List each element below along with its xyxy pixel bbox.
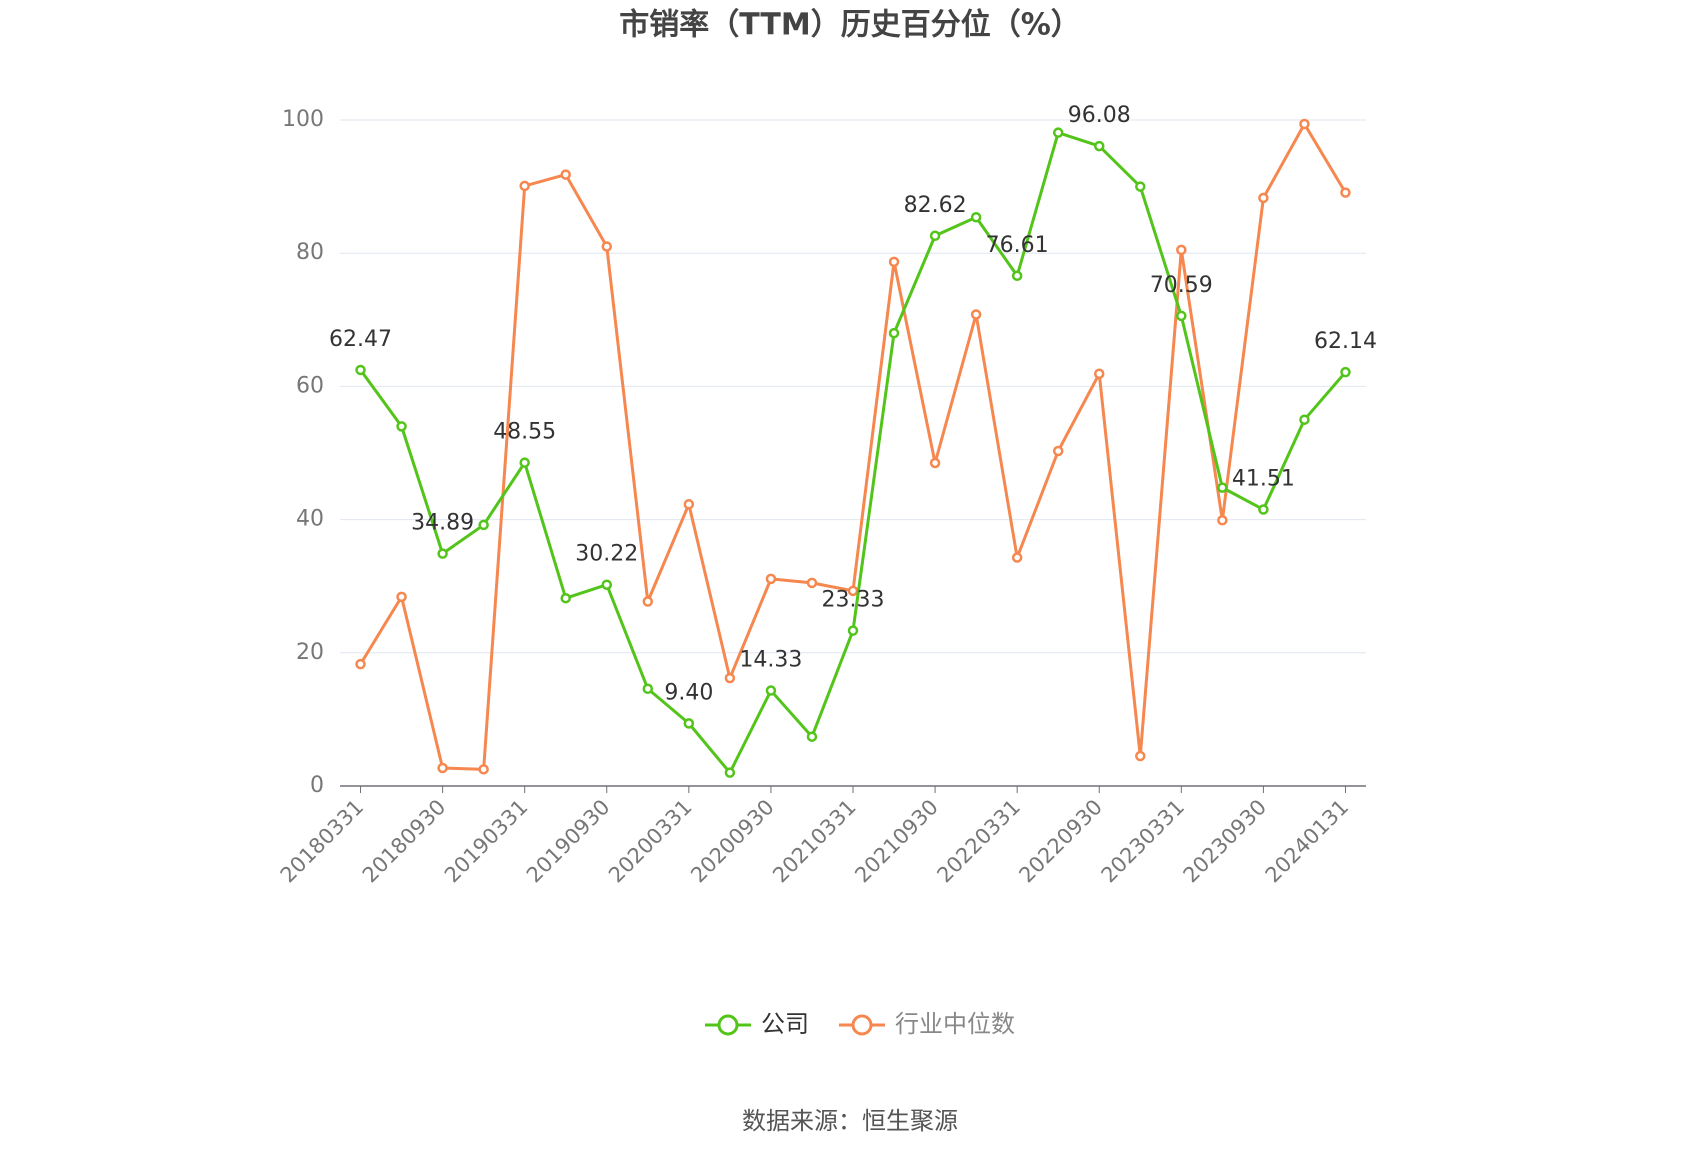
point [1258, 504, 1269, 515]
point [355, 658, 366, 670]
point [396, 591, 407, 603]
legend-label: 行业中位数 [895, 1010, 1015, 1038]
point [1093, 368, 1105, 379]
point [1135, 750, 1146, 762]
point [601, 579, 613, 590]
x-tick-label: 20220331 [932, 795, 1025, 888]
x-tick-label: 20210930 [850, 795, 943, 888]
x-tick-label: 20200930 [686, 795, 779, 888]
point [888, 256, 900, 268]
data-label: 62.14 [1314, 329, 1377, 354]
point [1176, 244, 1187, 256]
x-tick-label: 20180331 [276, 795, 369, 888]
series-line [359, 131, 1347, 775]
point [396, 421, 407, 432]
point [683, 499, 695, 510]
point [478, 519, 489, 531]
point [1217, 515, 1228, 526]
point [1093, 140, 1105, 152]
point [929, 457, 941, 469]
y-tick-label: 40 [296, 507, 324, 532]
data-label: 76.61 [986, 233, 1049, 258]
data-label: 34.89 [411, 511, 474, 536]
point [847, 625, 859, 636]
legend-marker [717, 1014, 739, 1036]
x-tick-label: 20190930 [522, 795, 615, 888]
point [1217, 482, 1228, 493]
series-line [359, 122, 1347, 771]
x-tick-label: 20230331 [1097, 795, 1190, 888]
point [642, 683, 654, 695]
point [683, 718, 695, 729]
point [355, 364, 366, 376]
x-tick-label: 20230930 [1179, 795, 1272, 888]
data-label: 96.08 [1068, 103, 1131, 128]
point [724, 672, 736, 684]
data-label: 48.55 [493, 420, 556, 445]
x-tick-label: 20190331 [440, 795, 533, 888]
point [1052, 445, 1064, 457]
point [1052, 127, 1064, 138]
point [724, 767, 736, 778]
x-tick-label: 20210331 [768, 795, 861, 888]
point [1135, 181, 1146, 192]
legend-item[interactable]: 行业中位数 [839, 1010, 1015, 1038]
point [601, 241, 613, 252]
point [1258, 192, 1269, 204]
data-label: 41.51 [1232, 467, 1295, 492]
point [970, 309, 982, 320]
point [560, 592, 571, 604]
source-note: 数据来源：恒生聚源 [742, 1107, 958, 1135]
point [765, 573, 777, 585]
data-label: 62.47 [329, 327, 392, 352]
point [519, 457, 530, 468]
x-tick-label: 20220930 [1014, 795, 1107, 888]
point [1011, 552, 1023, 563]
point [765, 685, 777, 696]
point [1340, 187, 1351, 198]
data-label: 82.62 [904, 193, 967, 218]
data-label: 70.59 [1150, 273, 1213, 298]
point [806, 577, 818, 589]
point [478, 764, 489, 775]
y-tick-label: 100 [282, 107, 324, 132]
legend-label: 公司 [761, 1010, 809, 1038]
data-label: 9.40 [664, 680, 713, 705]
point [888, 327, 900, 339]
point [642, 596, 654, 607]
y-tick-label: 0 [310, 773, 324, 798]
point [1299, 414, 1310, 425]
point [1176, 310, 1187, 322]
chart-title: 市销率（TTM）历史百分位（%） [619, 8, 1081, 43]
data-label: 14.33 [739, 648, 802, 673]
data-label: 30.22 [575, 542, 638, 567]
point [1299, 118, 1310, 130]
data-label: 23.33 [822, 588, 885, 613]
point [929, 230, 941, 242]
point [1011, 270, 1023, 282]
x-tick-label: 20180930 [358, 795, 451, 888]
point [1340, 366, 1351, 378]
y-tick-label: 20 [296, 640, 324, 665]
x-tick-label: 20240131 [1261, 795, 1354, 888]
legend-item[interactable]: 公司 [705, 1010, 809, 1038]
y-tick-label: 80 [296, 240, 324, 265]
y-tick-label: 60 [296, 373, 324, 398]
point [806, 731, 818, 742]
point [519, 180, 530, 192]
point [970, 211, 982, 223]
point [437, 548, 448, 559]
legend-marker [851, 1014, 873, 1036]
point [560, 169, 571, 180]
x-tick-label: 20200331 [604, 795, 697, 888]
point [437, 762, 448, 774]
